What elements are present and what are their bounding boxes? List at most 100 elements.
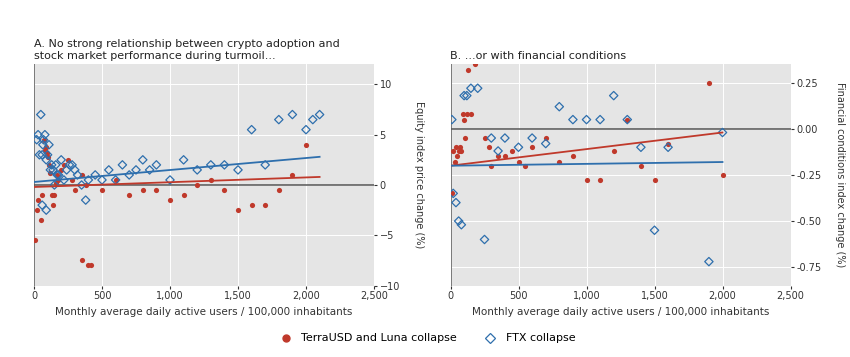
Text: A. No strong relationship between crypto adoption and
stock market performance d: A. No strong relationship between crypto… [34, 39, 340, 61]
Point [245, 202, 258, 208]
Point [143, 167, 156, 173]
Point [484, 163, 498, 169]
Point [716, 130, 729, 135]
Point [150, 187, 163, 193]
Text: B. ...or with financial conditions: B. ...or with financial conditions [450, 51, 626, 61]
Point [457, 117, 471, 122]
Point [41, 152, 54, 158]
Point [566, 117, 580, 122]
Point [150, 162, 163, 168]
Point [478, 237, 491, 242]
Point [31, 132, 45, 137]
Point [49, 162, 63, 168]
Point [43, 170, 57, 176]
Point [190, 182, 204, 188]
Point [702, 259, 716, 265]
Point [65, 177, 79, 183]
Point [82, 263, 95, 268]
Point [116, 162, 129, 168]
Point [68, 187, 82, 193]
Point [286, 172, 299, 178]
Point [445, 191, 459, 196]
Point [498, 154, 512, 159]
Point [460, 93, 473, 99]
Point [446, 191, 460, 196]
Point [313, 112, 326, 117]
Point [272, 117, 286, 122]
Point [457, 93, 471, 99]
Point [456, 111, 469, 117]
Point [471, 56, 484, 61]
Point [539, 141, 552, 146]
Point [60, 167, 73, 173]
Point [231, 167, 245, 173]
Point [518, 163, 532, 169]
Point [634, 144, 648, 150]
Point [38, 132, 52, 137]
Point [34, 112, 48, 117]
Point [607, 148, 620, 154]
Point [177, 192, 190, 198]
Point [661, 144, 675, 150]
Point [306, 117, 320, 122]
Point [39, 157, 53, 163]
Point [648, 178, 661, 183]
Point [525, 135, 539, 141]
Point [204, 177, 218, 183]
Point [272, 187, 286, 193]
Point [54, 157, 68, 163]
Point [30, 207, 43, 213]
Point [30, 137, 43, 142]
Y-axis label: Equity index price change (%): Equity index price change (%) [414, 101, 424, 248]
Point [702, 80, 716, 86]
Point [54, 167, 68, 173]
Point [464, 111, 478, 117]
Point [65, 162, 79, 168]
Point [648, 227, 661, 233]
Point [552, 104, 566, 110]
Point [580, 117, 593, 122]
Point [634, 163, 648, 169]
Point [82, 177, 95, 183]
Point [468, 61, 482, 67]
Point [40, 150, 54, 156]
Point [31, 197, 45, 203]
Point [525, 144, 539, 150]
Point [245, 127, 258, 132]
Point [48, 192, 61, 198]
Point [109, 177, 122, 183]
Point [42, 142, 56, 147]
Point [29, 51, 42, 57]
Point [580, 178, 593, 183]
Point [61, 157, 75, 163]
Point [204, 162, 218, 168]
Point [620, 117, 634, 122]
Point [45, 192, 59, 198]
Point [79, 197, 93, 203]
Point [75, 258, 88, 263]
Point [84, 263, 98, 268]
Point [39, 207, 53, 213]
Point [102, 167, 116, 173]
Point [512, 159, 525, 165]
Point [122, 172, 136, 178]
Point [63, 162, 76, 168]
Point [36, 142, 49, 147]
Point [29, 237, 42, 243]
Point [453, 144, 467, 150]
Point [452, 218, 466, 224]
Point [68, 167, 82, 173]
Point [122, 192, 136, 198]
Point [136, 187, 150, 193]
Y-axis label: Financial conditions index change (%): Financial conditions index change (%) [835, 82, 845, 267]
Point [52, 172, 65, 178]
Point [593, 117, 607, 122]
Point [446, 148, 460, 154]
Point [462, 67, 475, 73]
Point [129, 167, 143, 173]
Point [471, 85, 484, 91]
Point [258, 162, 272, 168]
X-axis label: Monthly average daily active users / 100,000 inhabitants: Monthly average daily active users / 100… [55, 307, 353, 317]
Point [593, 178, 607, 183]
Point [43, 167, 57, 173]
